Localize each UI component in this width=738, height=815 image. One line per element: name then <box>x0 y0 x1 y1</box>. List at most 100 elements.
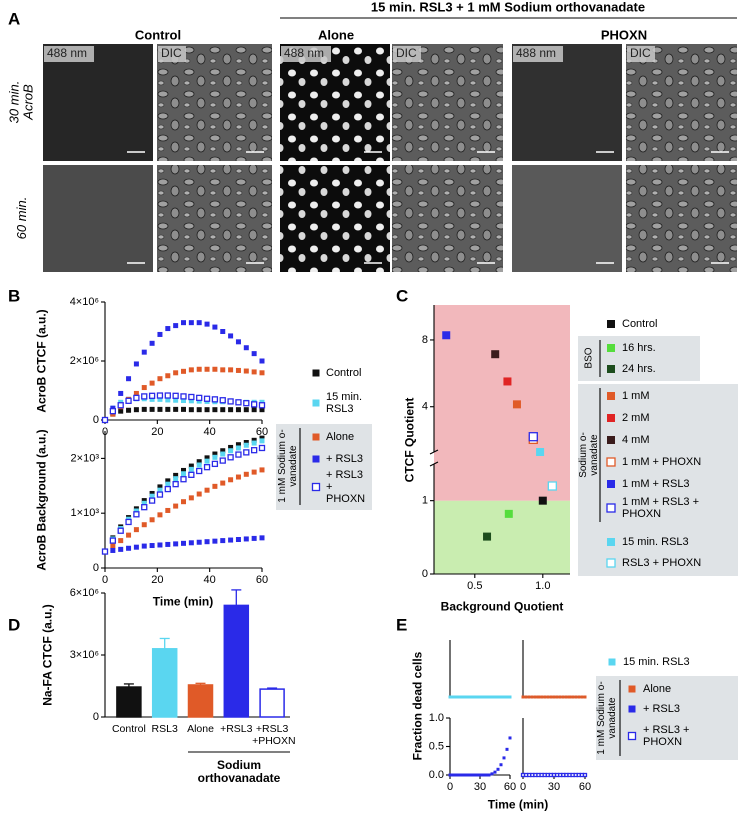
data-point <box>243 407 249 413</box>
y-tick-label: 1 <box>422 495 428 507</box>
data-point <box>490 772 494 776</box>
legend-group-box <box>578 336 700 381</box>
data-point <box>466 695 470 699</box>
y-tick-label: 8 <box>422 334 428 346</box>
data-point <box>259 370 265 376</box>
y-axis-label: Fraction dead cells <box>410 651 425 761</box>
data-point <box>133 361 139 367</box>
data-point <box>228 477 234 483</box>
x-tick-label: 0 <box>520 781 526 793</box>
micrograph <box>512 165 622 272</box>
legend-label: 24 hrs. <box>622 362 656 375</box>
data-point <box>133 508 139 514</box>
data-point <box>259 467 265 473</box>
legend-swatch <box>628 685 636 693</box>
data-point <box>220 329 226 334</box>
data-point <box>188 463 194 469</box>
data-point <box>188 540 194 546</box>
data-point <box>538 496 547 505</box>
data-point <box>478 773 482 777</box>
y-tick-label: 4 <box>422 401 428 413</box>
data-point <box>251 440 257 446</box>
legend-label: Control <box>326 366 362 379</box>
data-point <box>117 527 124 534</box>
micrograph <box>392 44 503 161</box>
data-point <box>251 535 257 541</box>
data-point <box>164 485 171 493</box>
data-point <box>172 481 179 488</box>
channel-label: 488 nm <box>284 46 324 60</box>
x-tick-label: 20 <box>151 574 163 586</box>
data-point <box>502 695 506 699</box>
data-point <box>109 407 116 415</box>
data-point <box>457 773 461 777</box>
data-point <box>157 406 163 412</box>
data-point <box>496 767 500 771</box>
data-point <box>204 366 210 372</box>
data-point <box>196 366 202 372</box>
data-point <box>491 350 500 359</box>
data-point <box>227 398 234 405</box>
data-point <box>173 472 179 478</box>
data-point <box>118 546 124 552</box>
micrograph <box>626 165 737 272</box>
legend-swatch <box>311 482 321 492</box>
data-point <box>235 445 241 451</box>
channel-label: DIC <box>396 46 417 60</box>
data-point <box>173 476 179 482</box>
data-point <box>110 547 116 553</box>
data-point <box>157 487 163 493</box>
data-point <box>258 444 266 452</box>
x-tick-label: 60 <box>504 781 516 793</box>
data-point <box>212 407 218 413</box>
data-point <box>219 457 226 464</box>
data-point <box>549 695 553 699</box>
data-point <box>493 770 497 774</box>
data-point <box>156 392 164 399</box>
data-point <box>165 507 171 513</box>
micrograph <box>626 44 737 161</box>
channel-label: DIC <box>161 46 182 60</box>
x-tick-label: +RSL3 <box>220 723 253 735</box>
bar <box>259 688 285 718</box>
data-point <box>251 437 257 443</box>
legend-label: + RSL3 + PHOXN <box>326 468 366 506</box>
panel-letter: E <box>396 615 407 634</box>
data-point <box>156 491 164 498</box>
data-point <box>442 331 451 340</box>
data-point <box>484 773 488 777</box>
data-point <box>212 366 218 372</box>
data-point <box>133 527 139 533</box>
x-axis-label: Time (min) <box>487 797 549 812</box>
data-point <box>141 500 147 506</box>
treatment-header: 15 min. RSL3 + 1 mM Sodium orthovanadate <box>371 0 645 14</box>
legend-swatch <box>607 320 615 328</box>
data-point <box>463 773 467 777</box>
data-point <box>243 449 250 456</box>
micrograph <box>43 44 153 161</box>
data-point <box>173 406 179 412</box>
data-point <box>546 695 550 699</box>
legend-swatch <box>606 457 616 467</box>
data-point <box>243 442 249 448</box>
data-point <box>235 537 241 543</box>
data-point <box>165 406 171 412</box>
data-point <box>475 695 479 699</box>
legend-swatch <box>312 369 320 377</box>
legend-swatch <box>607 365 615 373</box>
y-tick-label: 0.0 <box>429 769 444 781</box>
data-point <box>580 695 584 699</box>
data-point <box>141 498 147 504</box>
data-point <box>571 695 575 699</box>
data-point <box>259 358 265 364</box>
y-tick-label: 2×10³ <box>71 452 100 464</box>
data-point <box>235 442 241 448</box>
data-point <box>568 695 571 699</box>
data-point <box>490 695 494 699</box>
data-point <box>196 467 203 475</box>
data-point <box>165 326 171 332</box>
data-point <box>196 394 203 402</box>
data-point <box>165 541 171 547</box>
data-point <box>149 396 155 402</box>
